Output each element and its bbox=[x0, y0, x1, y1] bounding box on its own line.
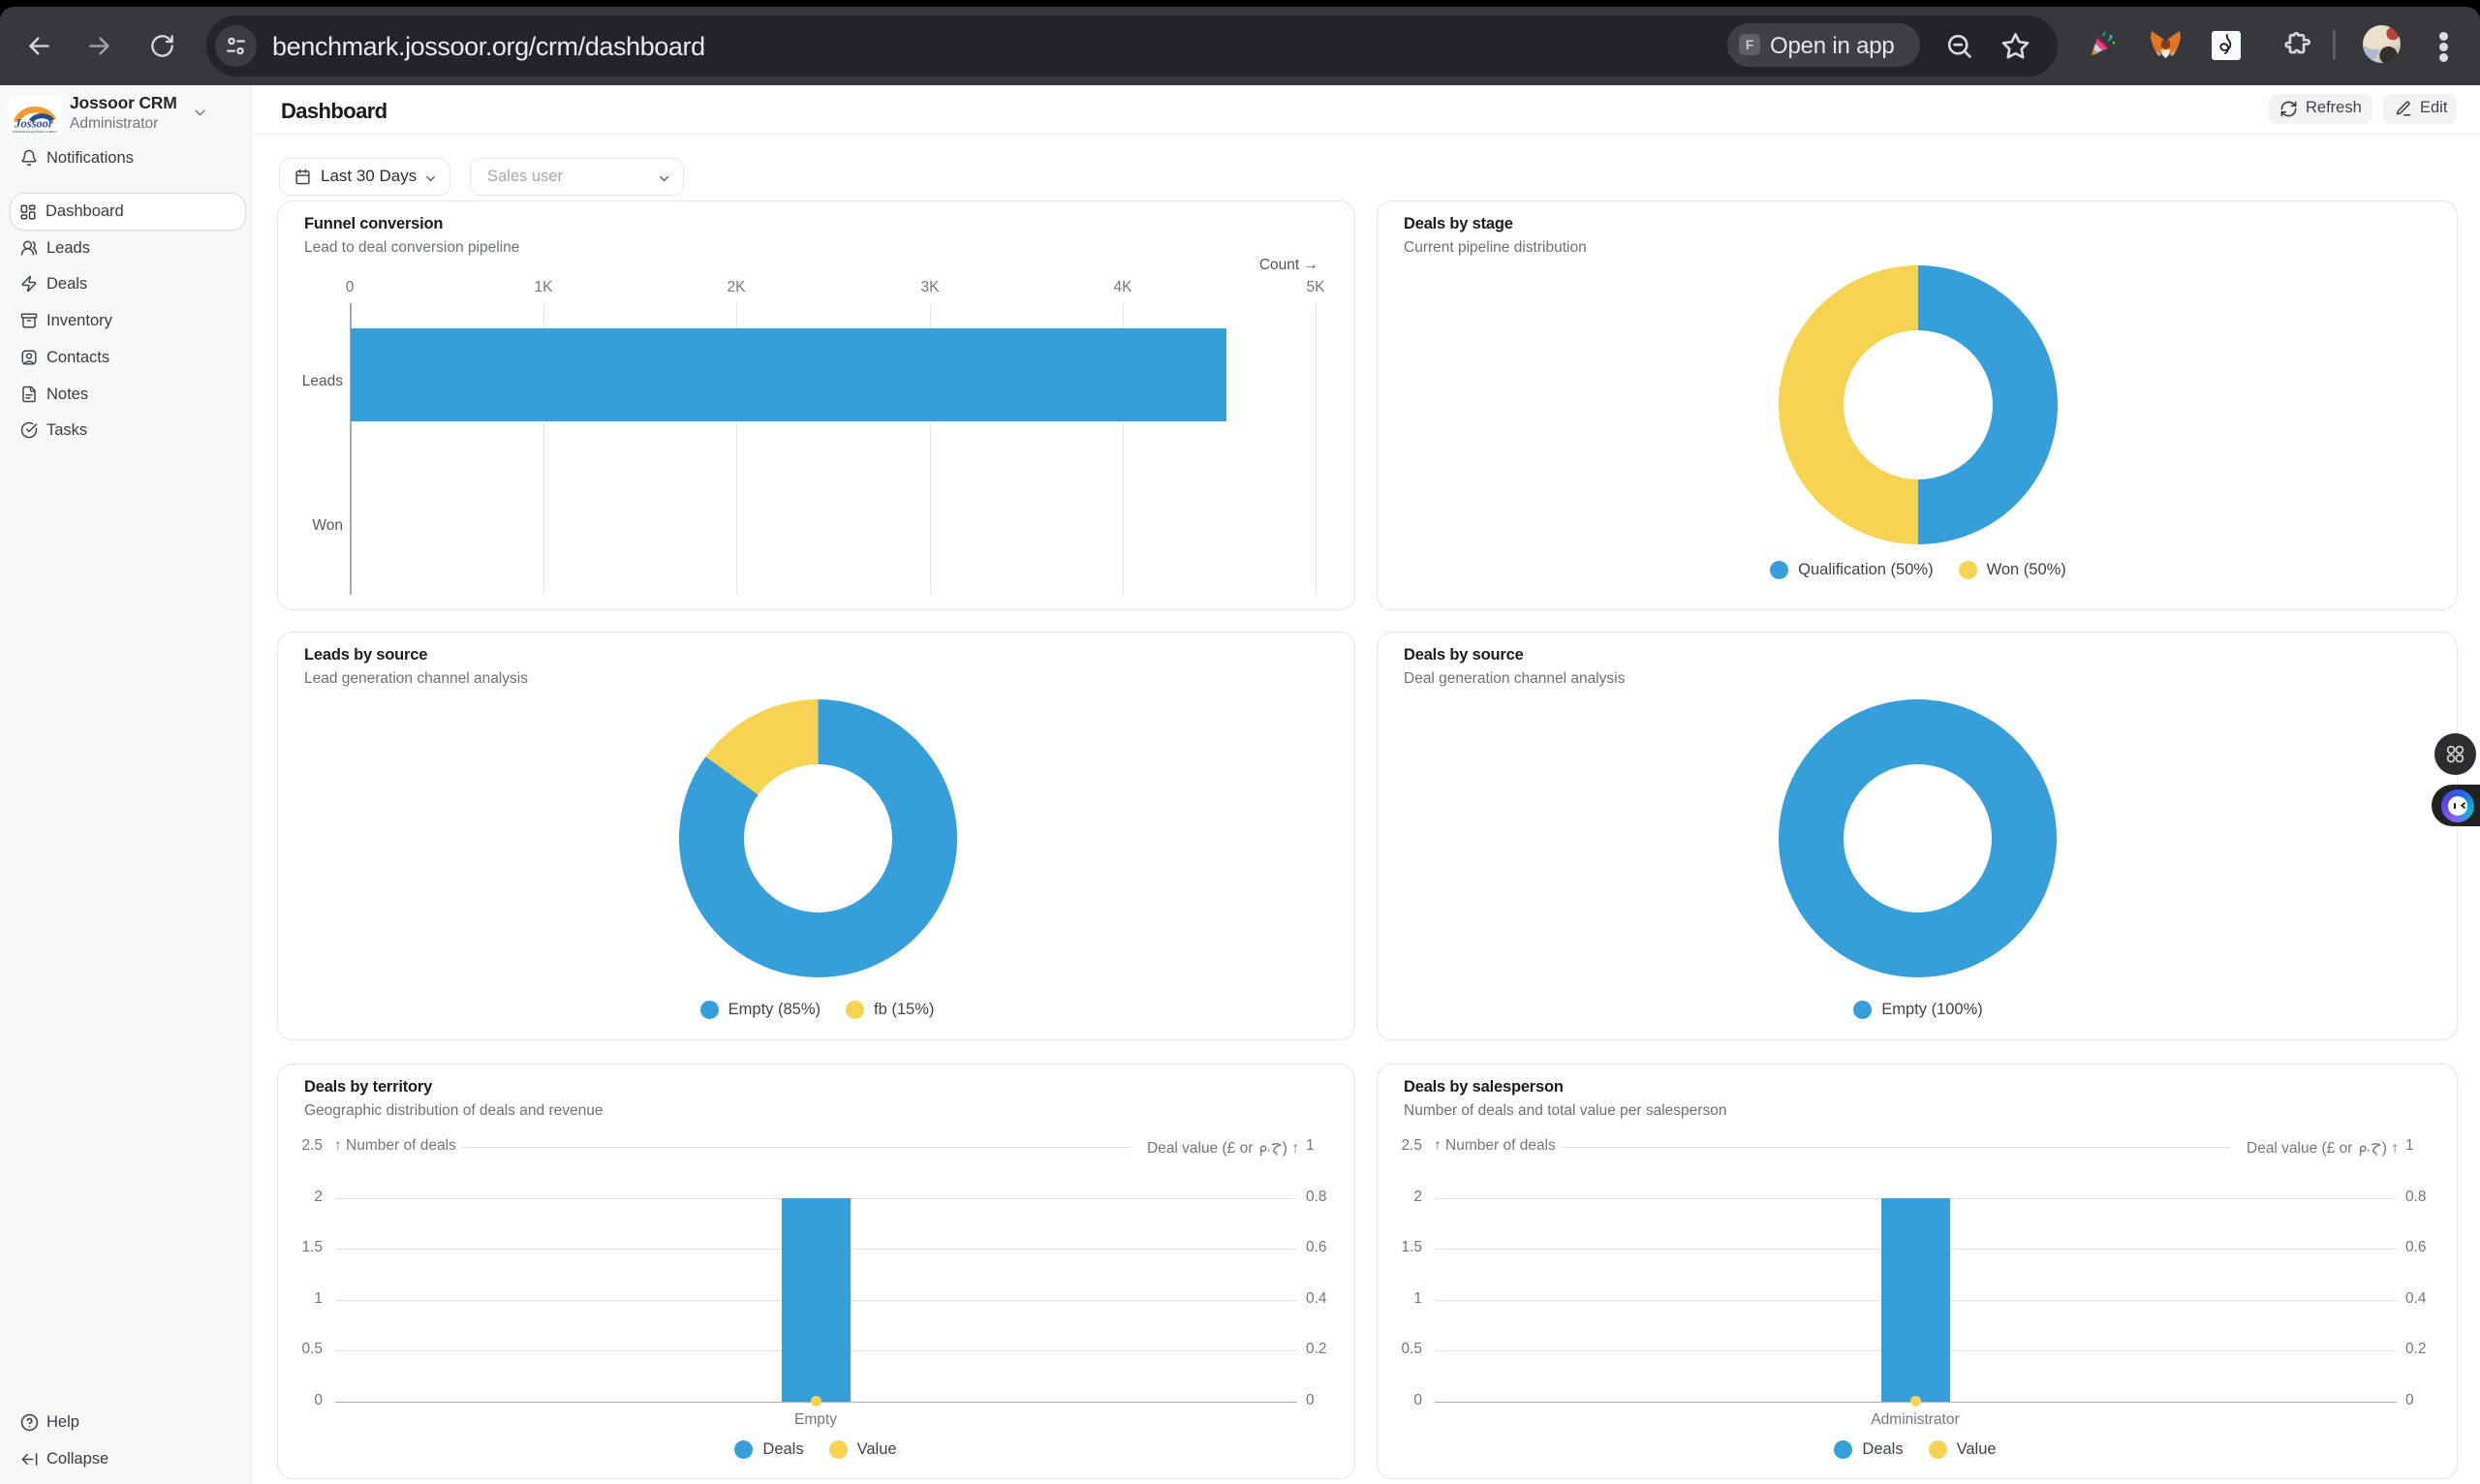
svg-text:Jossoor: Jossoor bbox=[14, 117, 53, 131]
svg-text:INTERNATIONAL EQUIPMENT COMPAN: INTERNATIONAL EQUIPMENT COMPANY bbox=[13, 130, 57, 134]
